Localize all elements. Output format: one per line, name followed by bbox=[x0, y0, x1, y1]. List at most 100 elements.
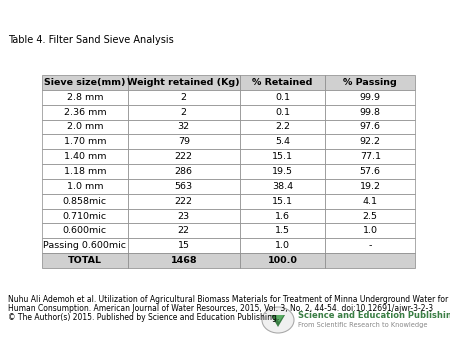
Text: 100.0: 100.0 bbox=[268, 256, 297, 265]
Polygon shape bbox=[274, 315, 284, 322]
Bar bbox=[240, 105, 325, 120]
Bar bbox=[325, 223, 415, 238]
Text: 22: 22 bbox=[178, 226, 190, 235]
Bar bbox=[128, 223, 240, 238]
Text: 38.4: 38.4 bbox=[272, 182, 293, 191]
Bar bbox=[240, 135, 325, 149]
Text: 79: 79 bbox=[178, 137, 190, 146]
Text: 99.8: 99.8 bbox=[360, 107, 381, 117]
Text: 1.0: 1.0 bbox=[275, 241, 290, 250]
Text: 286: 286 bbox=[175, 167, 193, 176]
Text: 19.5: 19.5 bbox=[272, 167, 293, 176]
Text: 15.1: 15.1 bbox=[272, 197, 293, 206]
Text: 1.70 mm: 1.70 mm bbox=[63, 137, 106, 146]
Bar bbox=[240, 90, 325, 105]
Text: 0.710mic: 0.710mic bbox=[63, 212, 107, 220]
Bar bbox=[240, 179, 325, 194]
Bar bbox=[128, 194, 240, 209]
Text: 2.2: 2.2 bbox=[275, 122, 290, 131]
Bar bbox=[42, 238, 128, 253]
Text: 15: 15 bbox=[178, 241, 190, 250]
Text: 1.0: 1.0 bbox=[363, 226, 378, 235]
Text: 222: 222 bbox=[175, 197, 193, 206]
Bar bbox=[325, 194, 415, 209]
Bar bbox=[128, 209, 240, 223]
Text: Weight retained (Kg): Weight retained (Kg) bbox=[127, 78, 240, 87]
Text: % Retained: % Retained bbox=[252, 78, 313, 87]
Bar bbox=[325, 90, 415, 105]
Text: 563: 563 bbox=[175, 182, 193, 191]
Bar bbox=[128, 238, 240, 253]
Ellipse shape bbox=[262, 307, 294, 333]
Text: TOTAL: TOTAL bbox=[68, 256, 102, 265]
Bar bbox=[240, 209, 325, 223]
Bar bbox=[325, 253, 415, 268]
Text: 1.18 mm: 1.18 mm bbox=[63, 167, 106, 176]
Text: 1.5: 1.5 bbox=[275, 226, 290, 235]
Text: 77.1: 77.1 bbox=[360, 152, 381, 161]
Bar bbox=[240, 120, 325, 135]
Bar bbox=[240, 75, 325, 90]
Bar bbox=[42, 223, 128, 238]
Text: Passing 0.600mic: Passing 0.600mic bbox=[43, 241, 126, 250]
Text: 1468: 1468 bbox=[171, 256, 197, 265]
Text: 19.2: 19.2 bbox=[360, 182, 381, 191]
Bar bbox=[42, 105, 128, 120]
Text: Sieve size(mm): Sieve size(mm) bbox=[44, 78, 126, 87]
Bar bbox=[325, 179, 415, 194]
Bar bbox=[42, 149, 128, 164]
Bar bbox=[42, 75, 128, 90]
Bar bbox=[325, 238, 415, 253]
Text: 92.2: 92.2 bbox=[360, 137, 381, 146]
Bar bbox=[42, 253, 128, 268]
Bar bbox=[128, 120, 240, 135]
Bar bbox=[128, 179, 240, 194]
Bar bbox=[325, 164, 415, 179]
Text: Nuhu Ali Ademoh et al. Utilization of Agricultural Biomass Materials for Treatme: Nuhu Ali Ademoh et al. Utilization of Ag… bbox=[8, 295, 448, 304]
Bar bbox=[42, 209, 128, 223]
Bar bbox=[128, 149, 240, 164]
Bar bbox=[42, 135, 128, 149]
Text: 1.0 mm: 1.0 mm bbox=[67, 182, 103, 191]
Bar bbox=[42, 164, 128, 179]
Bar bbox=[42, 90, 128, 105]
Polygon shape bbox=[271, 315, 285, 327]
Text: 99.9: 99.9 bbox=[360, 93, 381, 102]
Bar bbox=[240, 149, 325, 164]
Text: 2: 2 bbox=[181, 93, 187, 102]
Text: From Scientific Research to Knowledge: From Scientific Research to Knowledge bbox=[298, 322, 428, 328]
Bar bbox=[128, 135, 240, 149]
Text: 2: 2 bbox=[181, 107, 187, 117]
Bar bbox=[128, 75, 240, 90]
Text: 5.4: 5.4 bbox=[275, 137, 290, 146]
Text: 23: 23 bbox=[178, 212, 190, 220]
Bar bbox=[240, 253, 325, 268]
Text: Human Consumption. American Journal of Water Resources, 2015, Vol. 3, No. 2, 44-: Human Consumption. American Journal of W… bbox=[8, 304, 433, 313]
Bar bbox=[325, 105, 415, 120]
Text: 0.1: 0.1 bbox=[275, 93, 290, 102]
Text: 2.0 mm: 2.0 mm bbox=[67, 122, 103, 131]
Text: 0.858mic: 0.858mic bbox=[63, 197, 107, 206]
Bar bbox=[42, 194, 128, 209]
Text: 0.1: 0.1 bbox=[275, 107, 290, 117]
Bar bbox=[128, 90, 240, 105]
Text: 222: 222 bbox=[175, 152, 193, 161]
Text: 2.36 mm: 2.36 mm bbox=[63, 107, 106, 117]
Text: 57.6: 57.6 bbox=[360, 167, 381, 176]
Bar bbox=[325, 209, 415, 223]
Text: © The Author(s) 2015. Published by Science and Education Publishing.: © The Author(s) 2015. Published by Scien… bbox=[8, 313, 279, 322]
Bar bbox=[42, 179, 128, 194]
Text: 97.6: 97.6 bbox=[360, 122, 381, 131]
Text: 2.5: 2.5 bbox=[363, 212, 378, 220]
Text: -: - bbox=[369, 241, 372, 250]
Text: 1.6: 1.6 bbox=[275, 212, 290, 220]
Text: 0.600mic: 0.600mic bbox=[63, 226, 107, 235]
Text: 1.40 mm: 1.40 mm bbox=[63, 152, 106, 161]
Bar bbox=[325, 149, 415, 164]
Bar bbox=[42, 120, 128, 135]
Bar bbox=[325, 135, 415, 149]
Bar bbox=[240, 238, 325, 253]
Bar bbox=[240, 194, 325, 209]
Bar bbox=[128, 164, 240, 179]
Bar bbox=[128, 105, 240, 120]
